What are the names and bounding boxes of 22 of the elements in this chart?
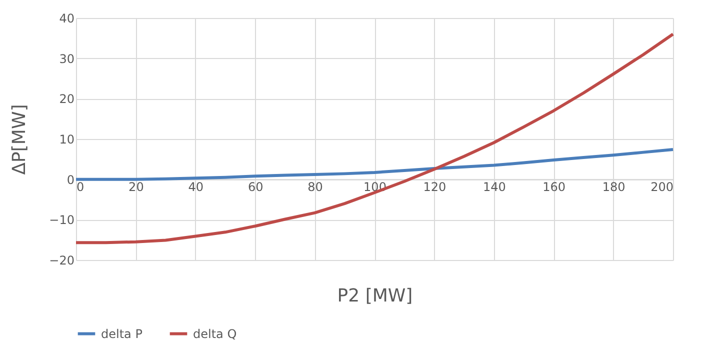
x-tick-label: 20 (128, 180, 144, 194)
x-tick-label: 200 (650, 180, 674, 194)
x-tick-label: 120 (423, 180, 446, 194)
x-tick-label: 60 (248, 180, 264, 194)
x-tick-label: 160 (542, 180, 566, 194)
y-tick-label: 40 (59, 12, 74, 26)
x-tick-label: 180 (602, 180, 626, 194)
y-tick-label: 10 (59, 132, 74, 146)
x-tick-label: 40 (188, 180, 204, 194)
y-tick-label: 20 (59, 92, 74, 106)
y-tick-label: −20 (49, 254, 74, 268)
legend-label: delta P (101, 326, 142, 341)
x-tick-label: 140 (482, 180, 506, 194)
y-tick-label: −10 (49, 213, 74, 228)
legend-label: delta Q (193, 326, 237, 341)
y-axis-title: ΔP[MW] (9, 104, 30, 175)
line-series (74, 148, 674, 181)
x-axis-title: P2 [MW] (337, 286, 413, 306)
x-tick-label: 80 (308, 180, 323, 194)
x-tick-label: 0 (76, 180, 84, 194)
y-tick-label: 30 (59, 52, 74, 66)
line-series (74, 32, 674, 244)
